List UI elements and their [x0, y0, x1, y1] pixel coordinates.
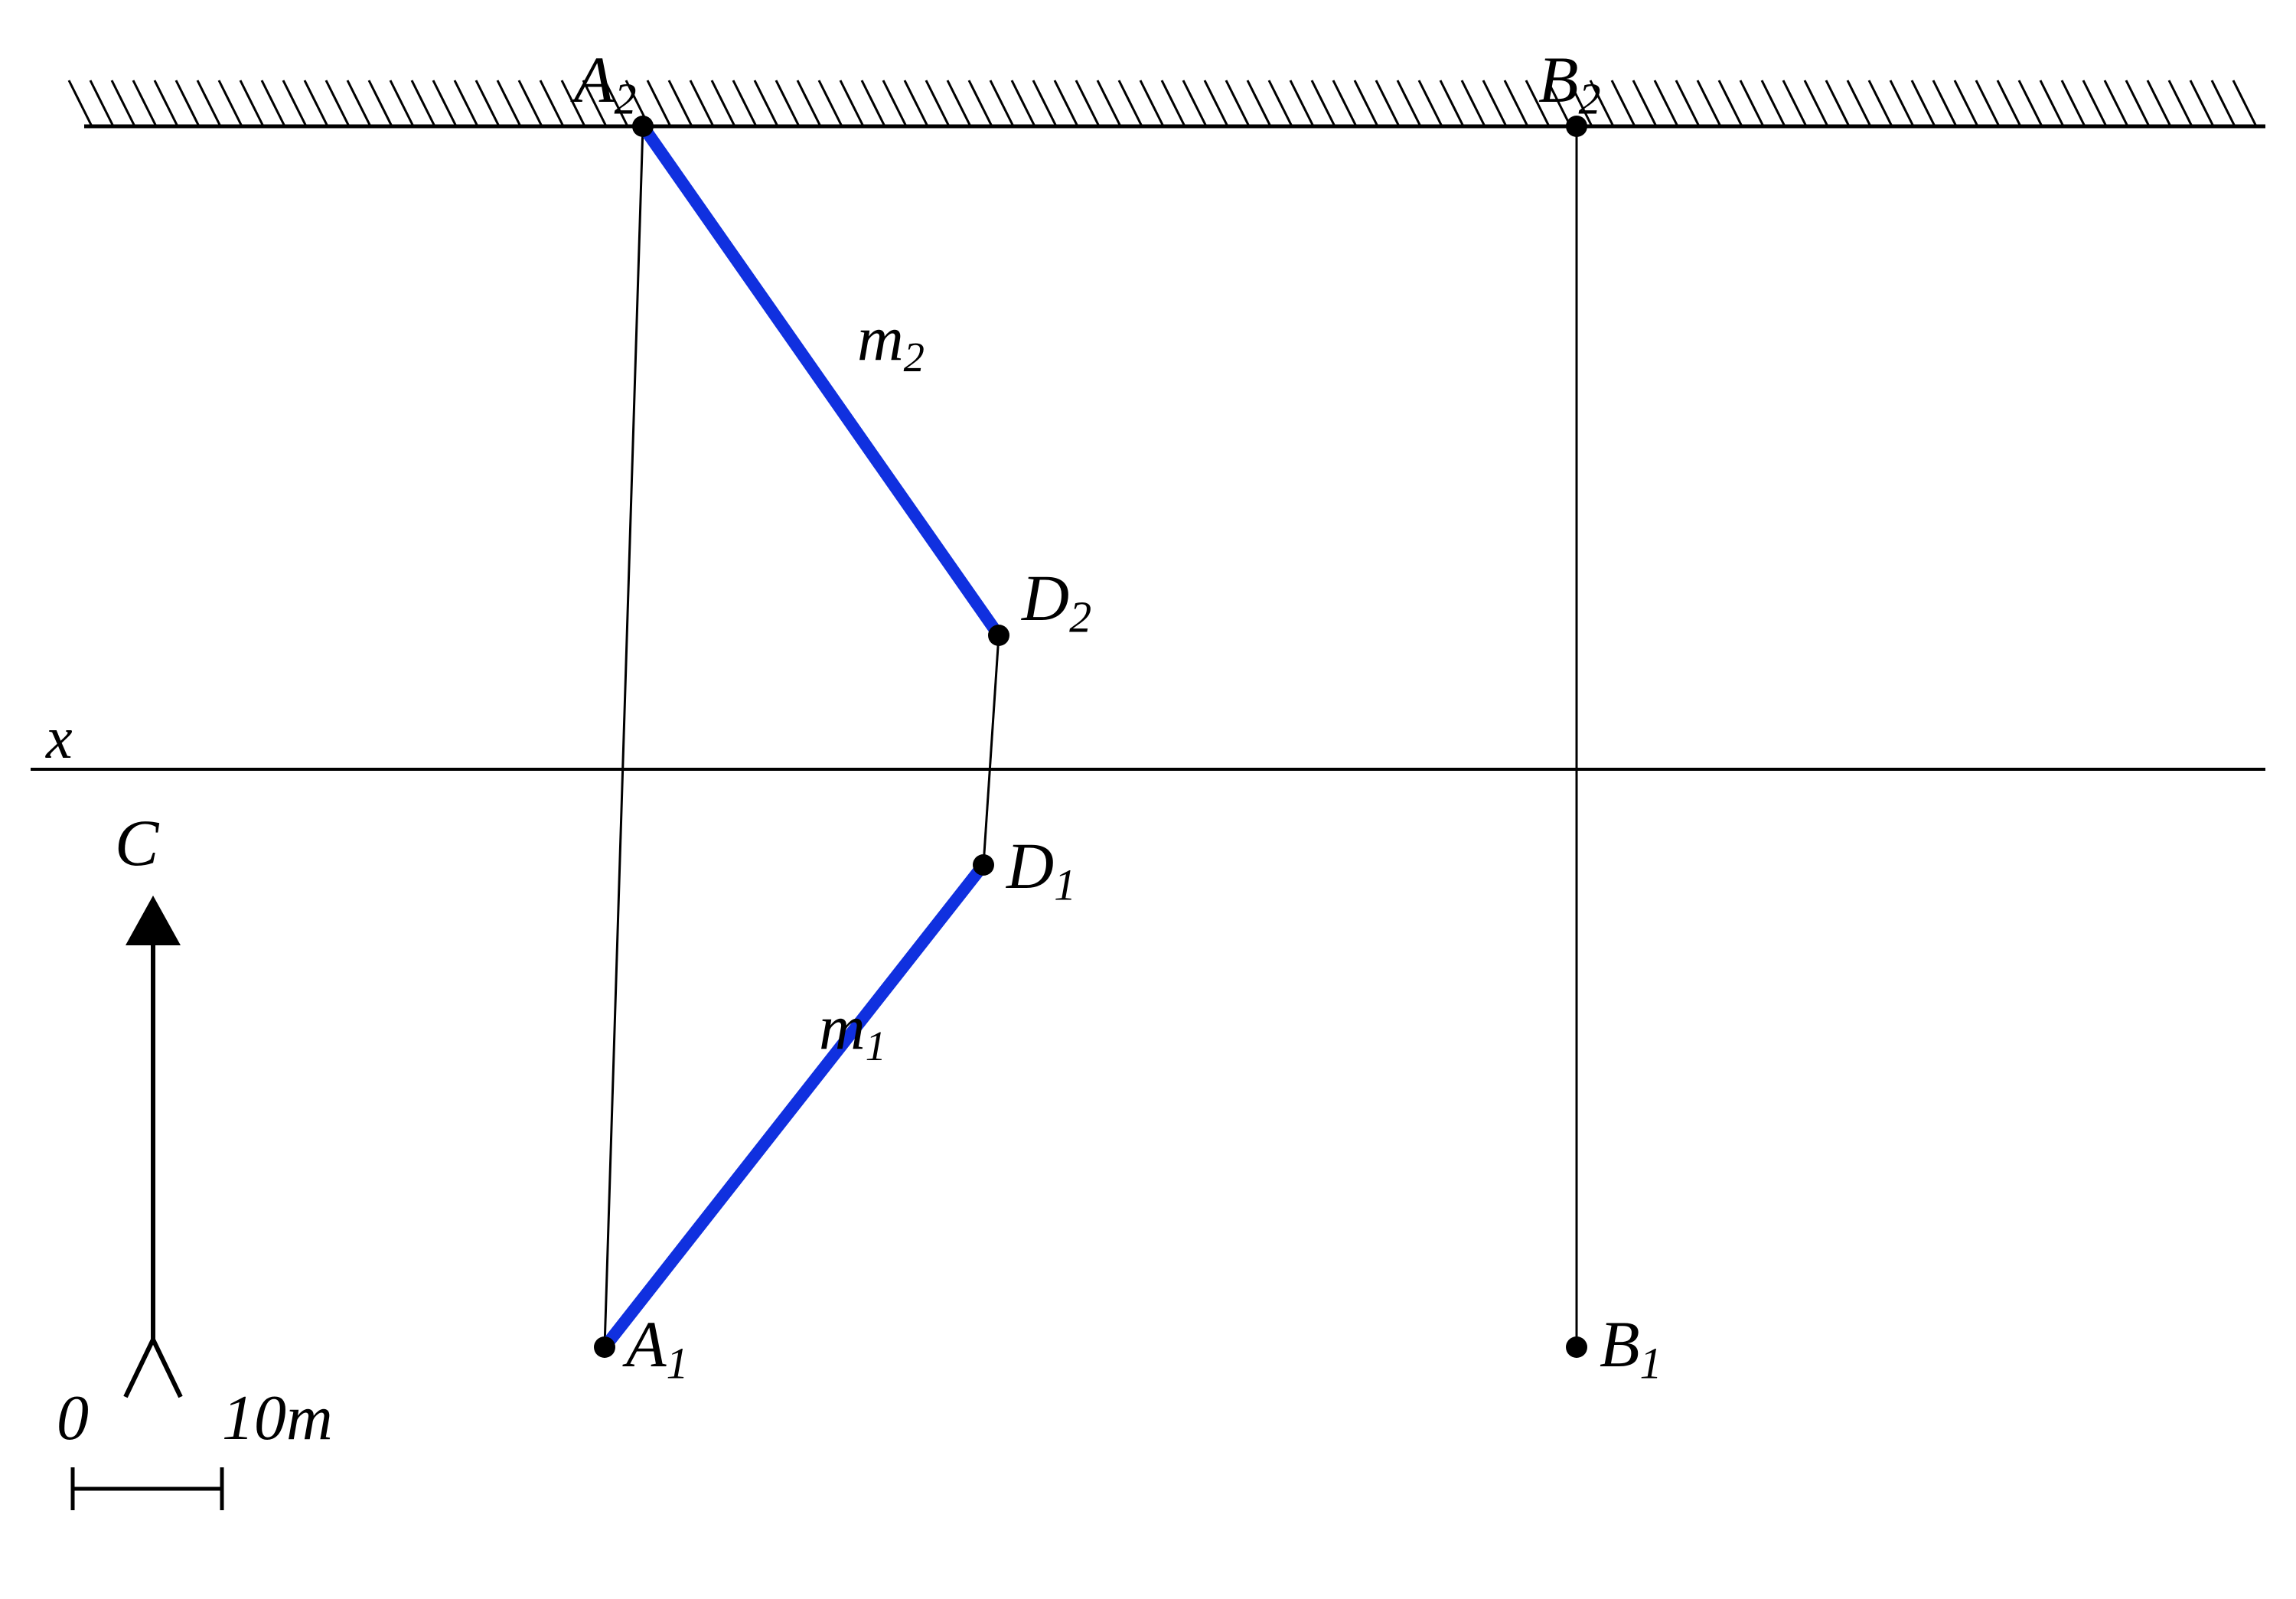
x-axis-label: x	[45, 704, 73, 771]
projection-line	[983, 635, 999, 865]
label-A2: A2	[570, 43, 637, 123]
line-m	[643, 126, 999, 635]
ground-hatching	[69, 80, 2256, 126]
label-m2: m2	[857, 303, 925, 380]
label-B1: B1	[1600, 1307, 1662, 1388]
point-A1	[594, 1336, 615, 1358]
north-arrow-head	[126, 896, 181, 945]
label-D1: D1	[1006, 829, 1076, 909]
scale-zero-label: 0	[57, 1382, 89, 1454]
scale-ten-label: 10m	[222, 1382, 333, 1454]
label-A1: A1	[622, 1307, 689, 1388]
label-B2: B2	[1538, 43, 1601, 123]
point-D1	[973, 854, 994, 876]
north-arrow-tail	[126, 1340, 181, 1397]
point-B1	[1566, 1336, 1587, 1358]
north-label: С	[115, 806, 160, 879]
projection-line	[605, 126, 643, 1347]
label-D2: D2	[1021, 561, 1091, 641]
line-m	[605, 865, 983, 1347]
point-D2	[988, 625, 1009, 646]
